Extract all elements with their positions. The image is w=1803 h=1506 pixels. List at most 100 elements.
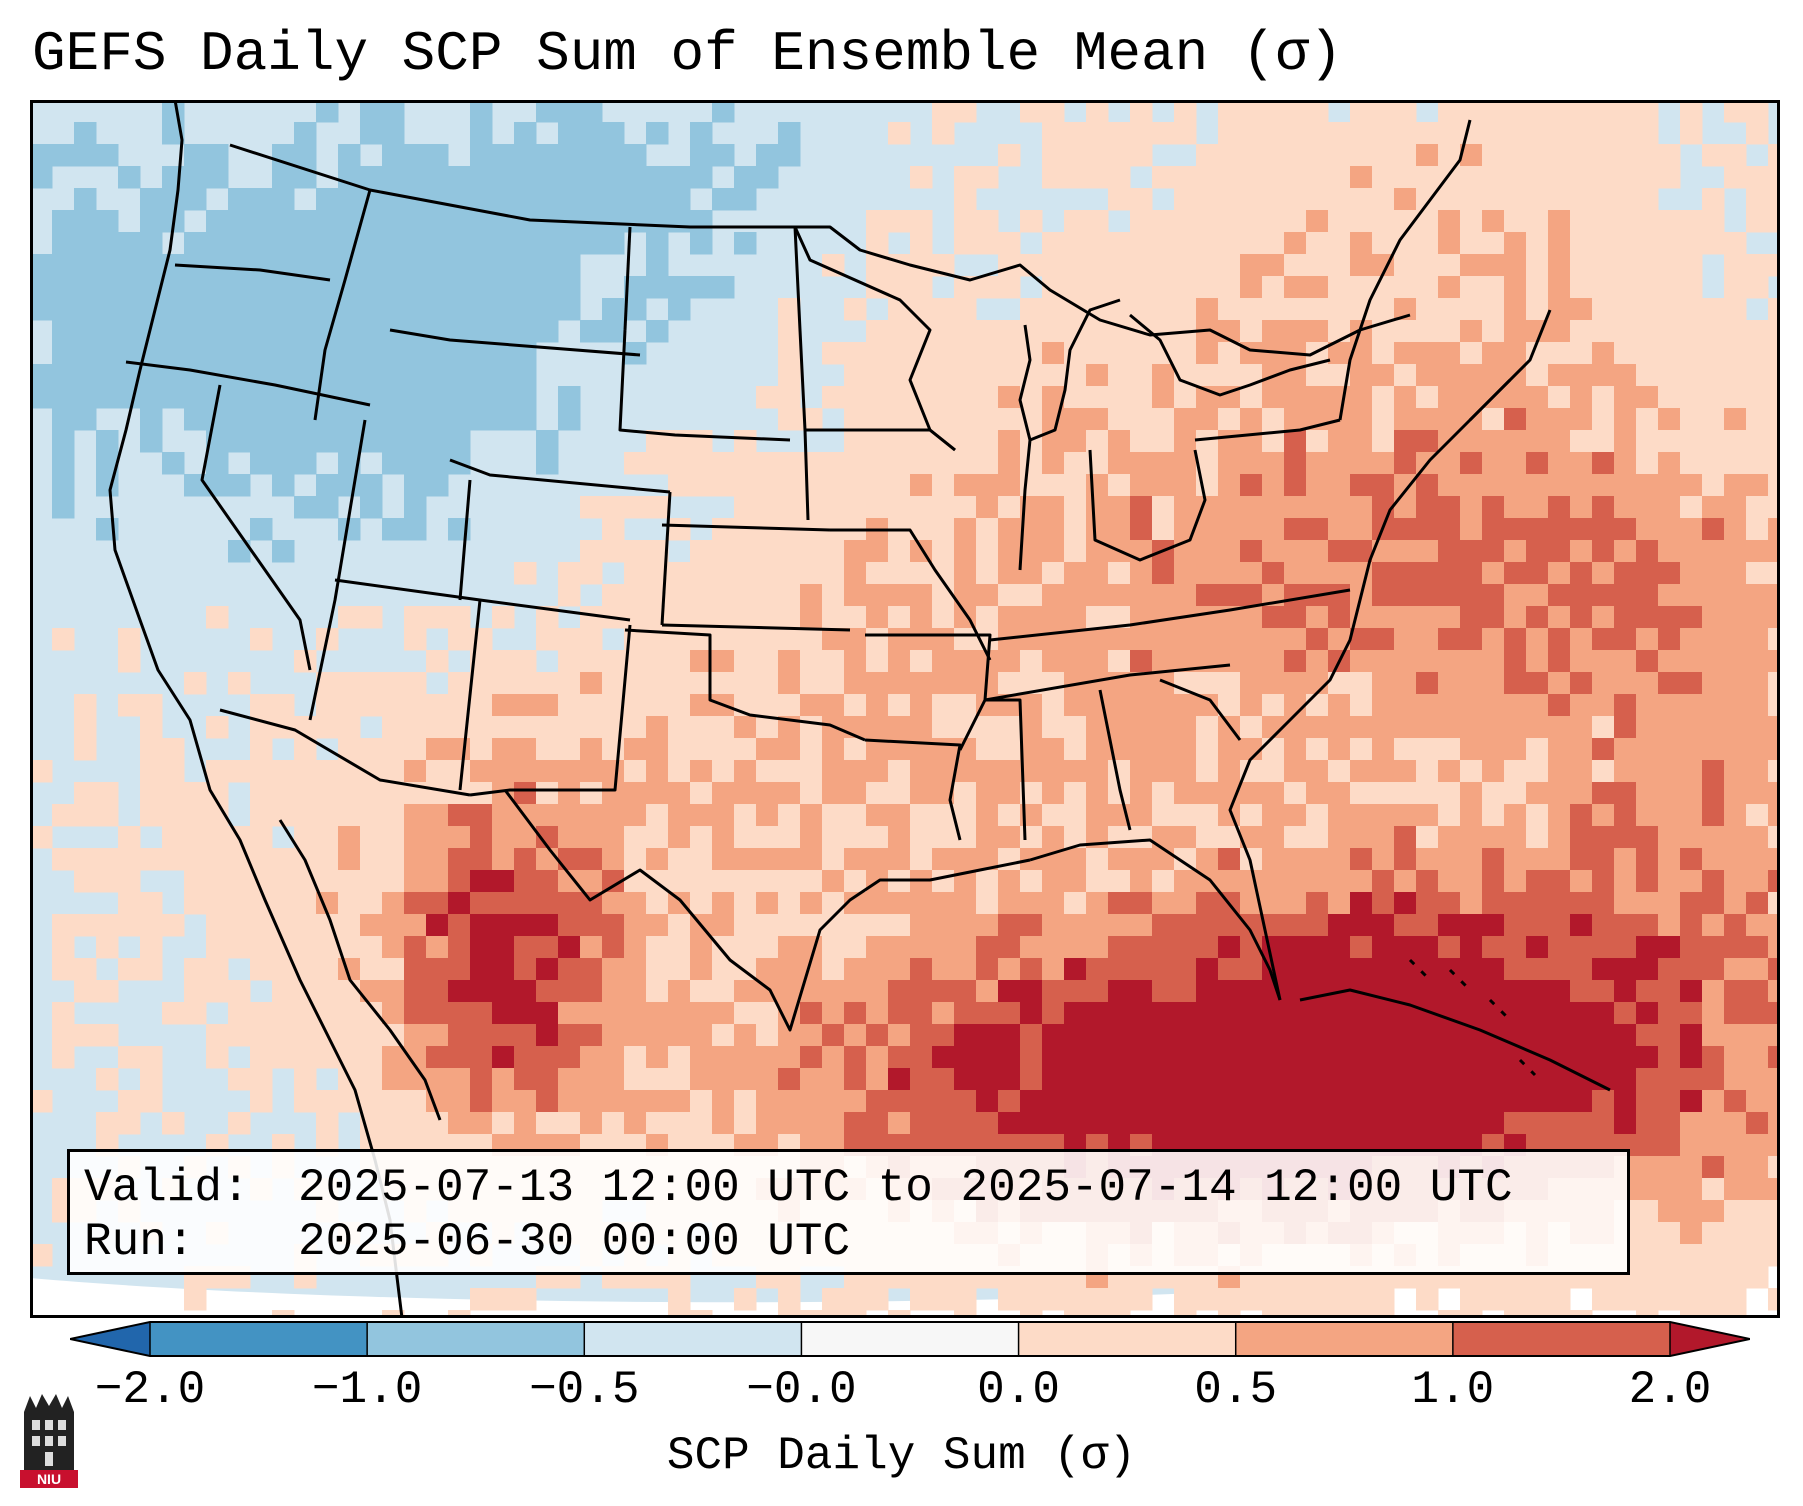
anomaly-cell bbox=[1262, 914, 1285, 937]
anomaly-cell bbox=[1328, 232, 1351, 255]
anomaly-cell bbox=[954, 760, 977, 783]
anomaly-cell bbox=[1658, 606, 1681, 629]
anomaly-cell bbox=[822, 1288, 845, 1311]
anomaly-cell bbox=[1328, 1288, 1351, 1311]
anomaly-cell bbox=[338, 298, 361, 321]
anomaly-cell bbox=[1416, 518, 1439, 541]
anomaly-cell bbox=[470, 298, 493, 321]
anomaly-cell bbox=[1350, 100, 1373, 123]
anomaly-cell bbox=[998, 650, 1021, 673]
anomaly-cell bbox=[1658, 210, 1681, 233]
anomaly-cell bbox=[206, 980, 229, 1003]
anomaly-cell bbox=[1064, 804, 1087, 827]
anomaly-cell bbox=[426, 210, 449, 233]
anomaly-cell bbox=[1680, 870, 1703, 893]
anomaly-cell bbox=[492, 650, 515, 673]
anomaly-cell bbox=[514, 1112, 537, 1135]
anomaly-cell bbox=[1438, 386, 1461, 409]
anomaly-cell bbox=[470, 1090, 493, 1113]
anomaly-cell bbox=[1240, 694, 1263, 717]
anomaly-cell bbox=[1548, 1288, 1571, 1311]
anomaly-cell bbox=[1020, 1024, 1043, 1047]
anomaly-cell bbox=[1372, 672, 1395, 695]
anomaly-cell bbox=[1306, 716, 1329, 739]
anomaly-cell bbox=[1504, 672, 1527, 695]
anomaly-cell bbox=[1702, 386, 1725, 409]
anomaly-cell bbox=[1570, 562, 1593, 585]
anomaly-cell bbox=[1042, 584, 1065, 607]
anomaly-cell bbox=[624, 760, 647, 783]
anomaly-cell bbox=[492, 364, 515, 387]
anomaly-cell bbox=[932, 342, 955, 365]
anomaly-cell bbox=[1328, 276, 1351, 299]
anomaly-cell bbox=[1108, 496, 1131, 519]
anomaly-cell bbox=[1174, 980, 1197, 1003]
anomaly-cell bbox=[1482, 1002, 1505, 1025]
anomaly-cell bbox=[184, 782, 207, 805]
anomaly-cell bbox=[1350, 430, 1373, 453]
anomaly-cell bbox=[1328, 848, 1351, 871]
anomaly-cell bbox=[1482, 100, 1505, 123]
anomaly-cell bbox=[1108, 144, 1131, 167]
anomaly-cell bbox=[1702, 188, 1725, 211]
anomaly-cell bbox=[1086, 166, 1109, 189]
anomaly-cell bbox=[1328, 1310, 1351, 1318]
anomaly-cell bbox=[1416, 474, 1439, 497]
anomaly-cell bbox=[1152, 320, 1175, 343]
anomaly-cell bbox=[316, 958, 339, 981]
anomaly-cell bbox=[1614, 1288, 1637, 1311]
anomaly-cell bbox=[1064, 914, 1087, 937]
anomaly-cell bbox=[250, 936, 273, 959]
anomaly-cell bbox=[404, 958, 427, 981]
anomaly-cell bbox=[1460, 760, 1483, 783]
anomaly-cell bbox=[1482, 540, 1505, 563]
anomaly-cell bbox=[954, 1046, 977, 1069]
anomaly-cell bbox=[1460, 276, 1483, 299]
anomaly-cell bbox=[888, 540, 911, 563]
anomaly-cell bbox=[1460, 562, 1483, 585]
anomaly-cell bbox=[1130, 716, 1153, 739]
anomaly-cell bbox=[96, 1068, 119, 1091]
anomaly-cell bbox=[1614, 1002, 1637, 1025]
anomaly-cell bbox=[954, 892, 977, 915]
anomaly-cell bbox=[30, 298, 53, 321]
anomaly-cell bbox=[1086, 1090, 1109, 1113]
anomaly-cell bbox=[1108, 166, 1131, 189]
anomaly-cell bbox=[1108, 958, 1131, 981]
anomaly-cell bbox=[1482, 364, 1505, 387]
anomaly-cell bbox=[1086, 1112, 1109, 1135]
anomaly-cell bbox=[1702, 1310, 1725, 1318]
anomaly-cell bbox=[800, 562, 823, 585]
anomaly-cell bbox=[910, 452, 933, 475]
anomaly-cell bbox=[888, 958, 911, 981]
anomaly-cell bbox=[184, 320, 207, 343]
anomaly-cell bbox=[668, 562, 691, 585]
anomaly-cell bbox=[1174, 1024, 1197, 1047]
anomaly-cell bbox=[756, 716, 779, 739]
anomaly-cell bbox=[1592, 1002, 1615, 1025]
anomaly-cell bbox=[1570, 606, 1593, 629]
anomaly-cell bbox=[1108, 1090, 1131, 1113]
anomaly-cell bbox=[1416, 584, 1439, 607]
anomaly-cell bbox=[1460, 694, 1483, 717]
anomaly-cell bbox=[910, 606, 933, 629]
anomaly-cell bbox=[580, 870, 603, 893]
anomaly-cell bbox=[536, 628, 559, 651]
anomaly-cell bbox=[1196, 1112, 1219, 1135]
anomaly-cell bbox=[1438, 1046, 1461, 1069]
anomaly-cell bbox=[1592, 672, 1615, 695]
anomaly-cell bbox=[1196, 1002, 1219, 1025]
anomaly-cell bbox=[1438, 606, 1461, 629]
anomaly-cell bbox=[844, 738, 867, 761]
anomaly-cell bbox=[888, 320, 911, 343]
anomaly-cell bbox=[1042, 452, 1065, 475]
anomaly-cell bbox=[888, 650, 911, 673]
anomaly-cell bbox=[1042, 650, 1065, 673]
anomaly-cell bbox=[1724, 628, 1747, 651]
anomaly-cell bbox=[866, 914, 889, 937]
anomaly-cell bbox=[712, 936, 735, 959]
anomaly-cell bbox=[1460, 870, 1483, 893]
anomaly-cell bbox=[1526, 188, 1549, 211]
anomaly-cell bbox=[272, 386, 295, 409]
anomaly-cell bbox=[580, 100, 603, 123]
